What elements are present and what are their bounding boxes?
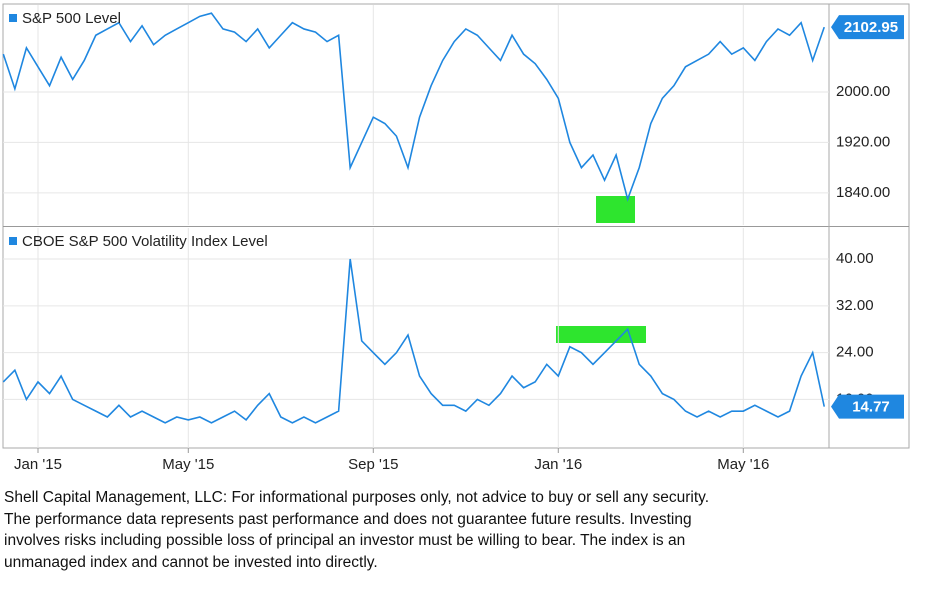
x-tick-label: May '15: [162, 456, 214, 473]
footer: Shell Capital Management, LLC: For infor…: [4, 487, 709, 573]
y-tick-label: 1840.00: [836, 184, 890, 201]
legend-label: S&P 500 Level: [22, 10, 121, 27]
chart: 1840.00 1920.00 2000.00 S&P 500 Level 2102.9…: [2, 3, 910, 473]
footer-line: Shell Capital Management, LLC: For infor…: [4, 489, 710, 506]
footer-line: unmanaged index and cannot be invested i…: [4, 553, 378, 571]
x-tick-label: Jan '16: [534, 456, 582, 473]
y-tick-label: 32.00: [836, 297, 874, 314]
line-series: [2, 258, 826, 424]
y-tick-label: 1920.00: [836, 133, 890, 150]
x-tick-label: Jan '15: [14, 456, 62, 473]
footer-line: The performance data represents past per…: [4, 510, 692, 528]
highlight: [556, 326, 646, 343]
value-callout-label: 14.77: [852, 399, 890, 416]
value-callout-label: 2102.95: [844, 19, 898, 36]
value-callout: [831, 394, 904, 419]
y-tick-label: 24.00: [836, 344, 874, 361]
legend-label: CBOE S&P 500 Volatility Index Level: [22, 233, 268, 250]
y-tick-label: 2000.00: [836, 83, 890, 100]
highlight: [596, 196, 635, 223]
value-callout: [831, 15, 904, 40]
x-tick-label: May '16: [717, 456, 769, 473]
line-series: [2, 12, 825, 202]
footer-line: involves risks including possible loss o…: [4, 532, 686, 549]
legend-swatch: [9, 237, 17, 245]
legend-swatch: [9, 14, 17, 22]
y-tick-label: 40.00: [836, 250, 874, 267]
x-tick-label: Sep '15: [348, 456, 398, 473]
